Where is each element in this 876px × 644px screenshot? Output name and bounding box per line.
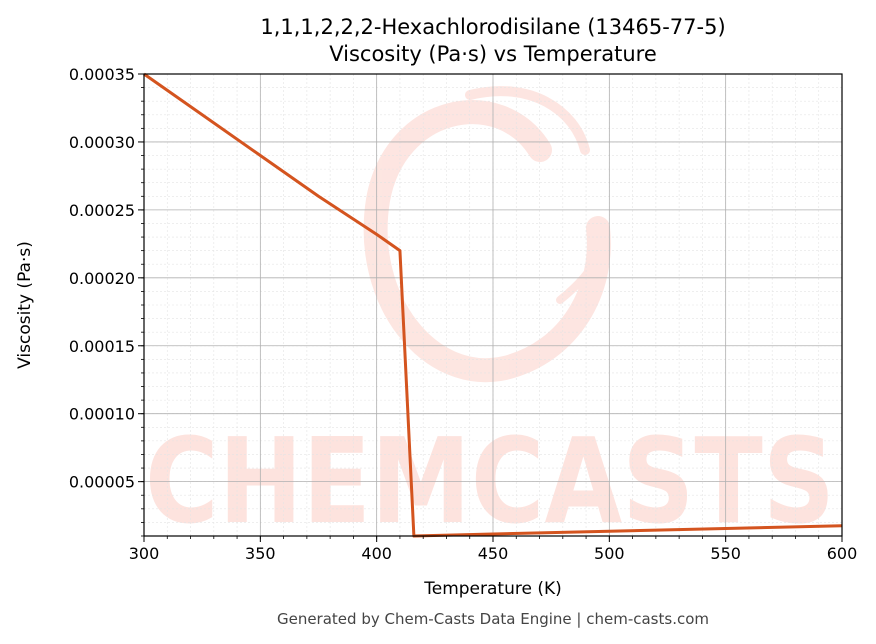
y-tick-label: 0.00010: [69, 405, 135, 424]
y-tick-label: 0.00025: [69, 201, 135, 220]
x-tick-label: 450: [478, 544, 509, 563]
footer-credit: Generated by Chem-Casts Data Engine | ch…: [277, 610, 709, 628]
y-axis-ticks: 0.00005 0.00010 0.00015 0.00020 0.00025 0.000…: [69, 65, 144, 537]
y-tick-label: 0.00035: [69, 65, 135, 84]
y-axis-label: Viscosity (Pa·s): [15, 241, 35, 369]
y-tick-label: 0.00020: [69, 269, 135, 288]
y-tick-label: 0.00005: [69, 473, 135, 492]
chart-title: 1,1,1,2,2,2-Hexachlorodisilane (13465-77…: [260, 15, 725, 39]
y-tick-label: 0.00030: [69, 133, 135, 152]
y-tick-label: 0.00015: [69, 337, 135, 356]
x-tick-label: 600: [827, 544, 858, 563]
x-tick-label: 550: [710, 544, 741, 563]
watermark-swirl-icon: [363, 86, 611, 382]
chart-subtitle: Viscosity (Pa·s) vs Temperature: [329, 42, 657, 66]
x-tick-label: 350: [245, 544, 276, 563]
x-axis-label: Temperature (K): [423, 579, 562, 599]
x-axis-ticks: 300 350 400 450 500 550 600: [129, 536, 858, 563]
series-layer: [143, 72, 843, 538]
series-line-0: [143, 72, 843, 538]
watermark-logo: CHEMCASTS: [145, 86, 835, 550]
x-tick-label: 400: [361, 544, 392, 563]
x-tick-label: 300: [129, 544, 160, 563]
x-tick-label: 500: [594, 544, 625, 563]
